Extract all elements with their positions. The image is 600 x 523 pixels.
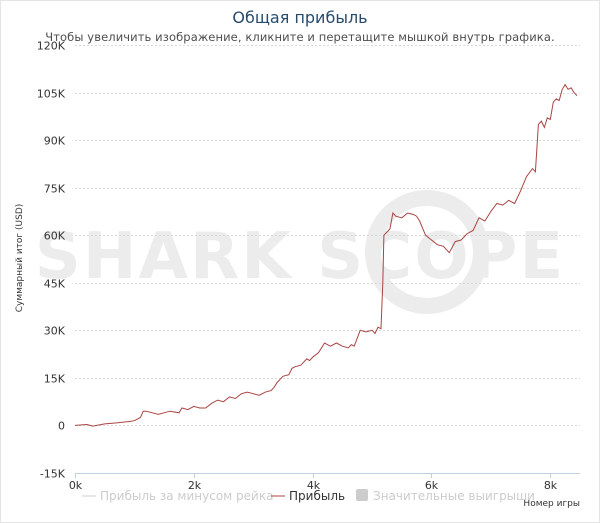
legend-label: Прибыль xyxy=(289,489,345,503)
x-tick-label: 8k xyxy=(544,479,558,492)
y-axis-label: Суммарный итог (USD) xyxy=(15,204,25,313)
watermark-text: SHARK SCOPE xyxy=(35,220,565,294)
y-tick-label: 0 xyxy=(58,420,65,433)
legend-box-marker xyxy=(356,489,368,501)
legend-item-profit[interactable]: Прибыль xyxy=(271,489,345,503)
grid-lines xyxy=(75,45,580,474)
legend-item-big-wins[interactable]: Значительные выигрыши xyxy=(356,489,535,503)
y-tick-label: 90K xyxy=(44,135,66,148)
legend-item-profit-minus-rake[interactable]: Прибыль за минусом рейка xyxy=(82,489,273,503)
chart-title: Общая прибыль xyxy=(232,8,368,27)
x-axis-label: Номер игры xyxy=(523,499,580,509)
y-tick-label: 120K xyxy=(37,40,66,53)
y-tick-label: -15K xyxy=(40,468,66,481)
y-tick-label: 60K xyxy=(44,230,66,243)
x-tick-label: 4k xyxy=(307,479,321,492)
sharkscope-watermark: SHARK SCOPE xyxy=(35,190,565,314)
legend-label: Значительные выигрыши xyxy=(373,489,535,503)
x-tick-label: 6k xyxy=(425,479,439,492)
y-tick-label: 30K xyxy=(44,325,66,338)
x-tick-label: 2k xyxy=(188,479,202,492)
watermark-scope-icon xyxy=(365,190,489,314)
series-line-profit[interactable] xyxy=(74,83,578,427)
legend-label: Прибыль за минусом рейка xyxy=(100,489,273,503)
y-axis-ticks: -15K 0 15K 30K 45K 60K 75K 90K 105K 120K xyxy=(37,40,66,481)
y-tick-label: 45K xyxy=(44,278,66,291)
chart-subtitle: Чтобы увеличить изображение, кликните и … xyxy=(45,30,555,44)
y-tick-label: 75K xyxy=(44,183,66,196)
y-tick-label: 15K xyxy=(44,373,66,386)
y-tick-label: 105K xyxy=(37,88,66,101)
x-tick-label: 0k xyxy=(69,479,83,492)
legend: Прибыль за минусом рейка Прибыль Значитель… xyxy=(82,489,535,503)
x-axis-ticks: 0k 2k 4k 6k 8k xyxy=(69,473,558,492)
